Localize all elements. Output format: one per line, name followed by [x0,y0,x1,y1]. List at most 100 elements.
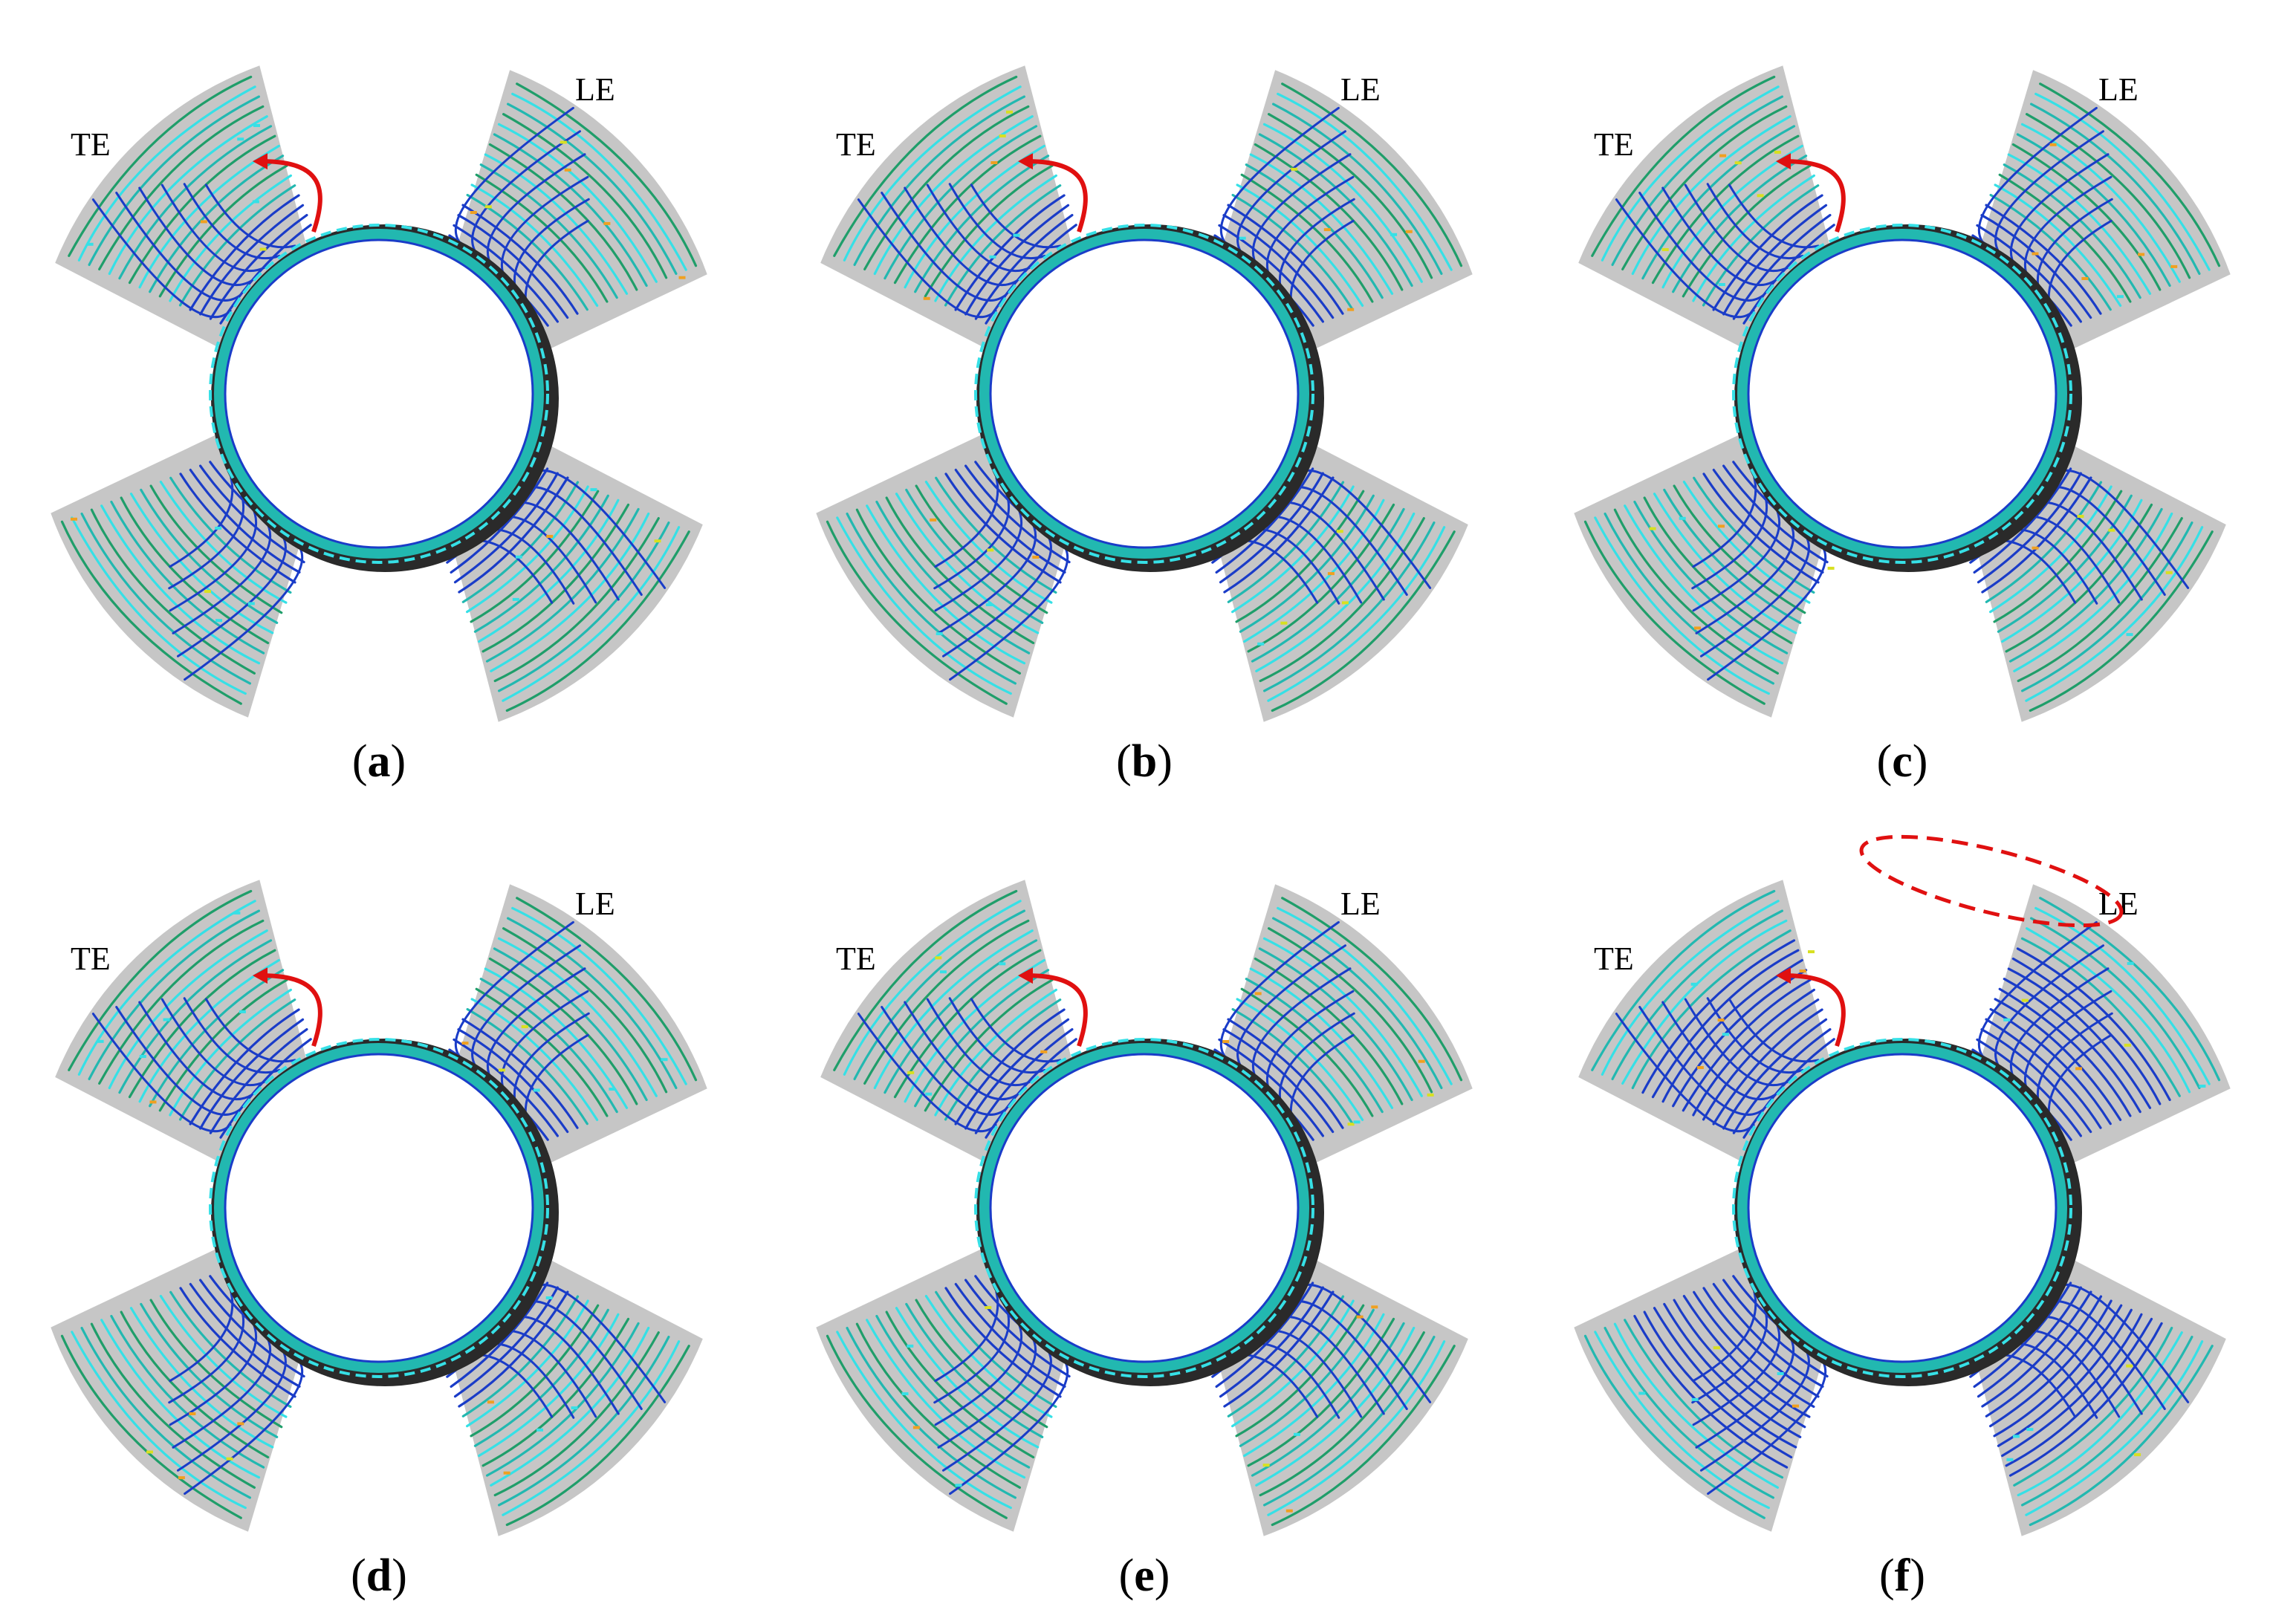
streamline [71,1331,247,1510]
streamline [853,909,1025,1080]
streamline [826,1334,1008,1519]
velocity-glyph [470,211,477,214]
panel-caption: (c) [1876,736,1928,787]
velocity-glyph [985,1306,992,1310]
streamline [1219,1286,1324,1398]
streamline [2030,917,2201,1089]
velocity-glyph [590,488,597,492]
streamline [866,504,1026,665]
te-label: TE [836,941,876,977]
streamline [209,1028,308,1134]
panel-b: TE LE (b) [773,0,1516,810]
streamline [1255,1326,1416,1487]
panel-caption: (e) [1118,1550,1170,1601]
secondary-flow-line [881,1006,1007,1116]
velocity-glyph [204,590,211,594]
streamline [1240,987,1374,1117]
streamline [493,1331,660,1497]
streamline [140,488,279,624]
velocity-glyph [939,970,947,974]
secondary-flow-line [471,944,581,1071]
secondary-flow-line [926,998,1031,1086]
hub-bore [224,238,534,549]
streamline [511,906,687,1085]
secondary-flow-line [1661,186,1777,287]
streamline [1673,484,1806,614]
streamline [470,1304,600,1438]
le-label: LE [575,886,615,922]
velocity-glyph [546,535,554,538]
le-label: LE [1340,886,1381,922]
panel-caption: (a) [351,736,406,787]
velocity-glyph [907,1344,914,1348]
streamline [1277,906,1453,1085]
streamline [1255,512,1416,672]
secondary-flow-line [183,997,281,1074]
impeller-streamline-plot: TE LE [51,65,707,722]
velocity-glyph [1327,572,1335,576]
streamline [1682,978,1812,1112]
streamline [80,513,251,685]
secondary-flow-line [942,531,1052,657]
secondary-flow-line [1706,183,1804,260]
streamline [1604,1327,1774,1499]
streamline [1631,115,1792,276]
streamline [2025,1340,2204,1516]
blade-surface [820,880,1072,1163]
streamline [1712,1282,1824,1388]
streamline [1245,163,1384,299]
velocity-glyph [2081,277,2089,280]
streamline [1980,214,2092,319]
streamline [954,468,1066,574]
velocity-glyph [2006,1458,2014,1461]
secondary-flow-line [1977,106,2098,247]
streamline [2034,906,2211,1085]
velocity-glyph [178,1476,185,1480]
streamline [60,520,242,705]
streamline [2039,82,2221,267]
streamline [169,476,292,594]
velocity-glyph [200,220,207,224]
secondary-flow-line [948,997,1046,1074]
streamline [1624,504,1784,665]
blade-1 [820,65,1077,348]
streamline [2034,92,2211,271]
velocity-glyph [1777,1372,1784,1375]
velocity-glyph [149,1100,157,1104]
impeller-streamline-plot: TE LE [816,65,1473,722]
hub-bore [224,1053,534,1363]
arrow-shaft [1784,159,1846,233]
backflow-arrow [253,967,322,1048]
velocity-glyph [1799,969,1806,973]
velocity-glyph [936,632,943,635]
streamline [2017,517,2183,683]
velocity-glyph [233,911,241,915]
streamline [1222,1028,1335,1134]
velocity-glyph [930,518,937,522]
hub-ring [214,1043,544,1373]
impeller-streamline-plot: TE LE [51,880,707,1536]
streamline [169,1290,292,1409]
velocity-glyph [2003,1018,2011,1022]
streamline [490,512,650,672]
arrow-shaft [261,973,322,1048]
streamline [488,957,638,1105]
velocity-glyph [1222,1040,1230,1043]
velocity-glyph [999,134,1006,137]
streamline [1583,520,1765,705]
streamline [964,1018,1070,1130]
streamline [461,1295,580,1417]
streamline [1267,526,1446,702]
streamline [128,949,276,1099]
streamline [498,522,670,692]
velocity-glyph [985,603,993,606]
streamline [473,1308,609,1447]
velocity-glyph [1323,228,1331,232]
hub-ring [1737,229,2067,559]
blade-surface [55,880,307,1163]
secondary-flow-line [904,186,1019,287]
streamline [68,75,253,257]
secondary-flow-line [1728,183,1820,249]
blade-4 [1574,433,1833,718]
streamline [453,1038,559,1137]
